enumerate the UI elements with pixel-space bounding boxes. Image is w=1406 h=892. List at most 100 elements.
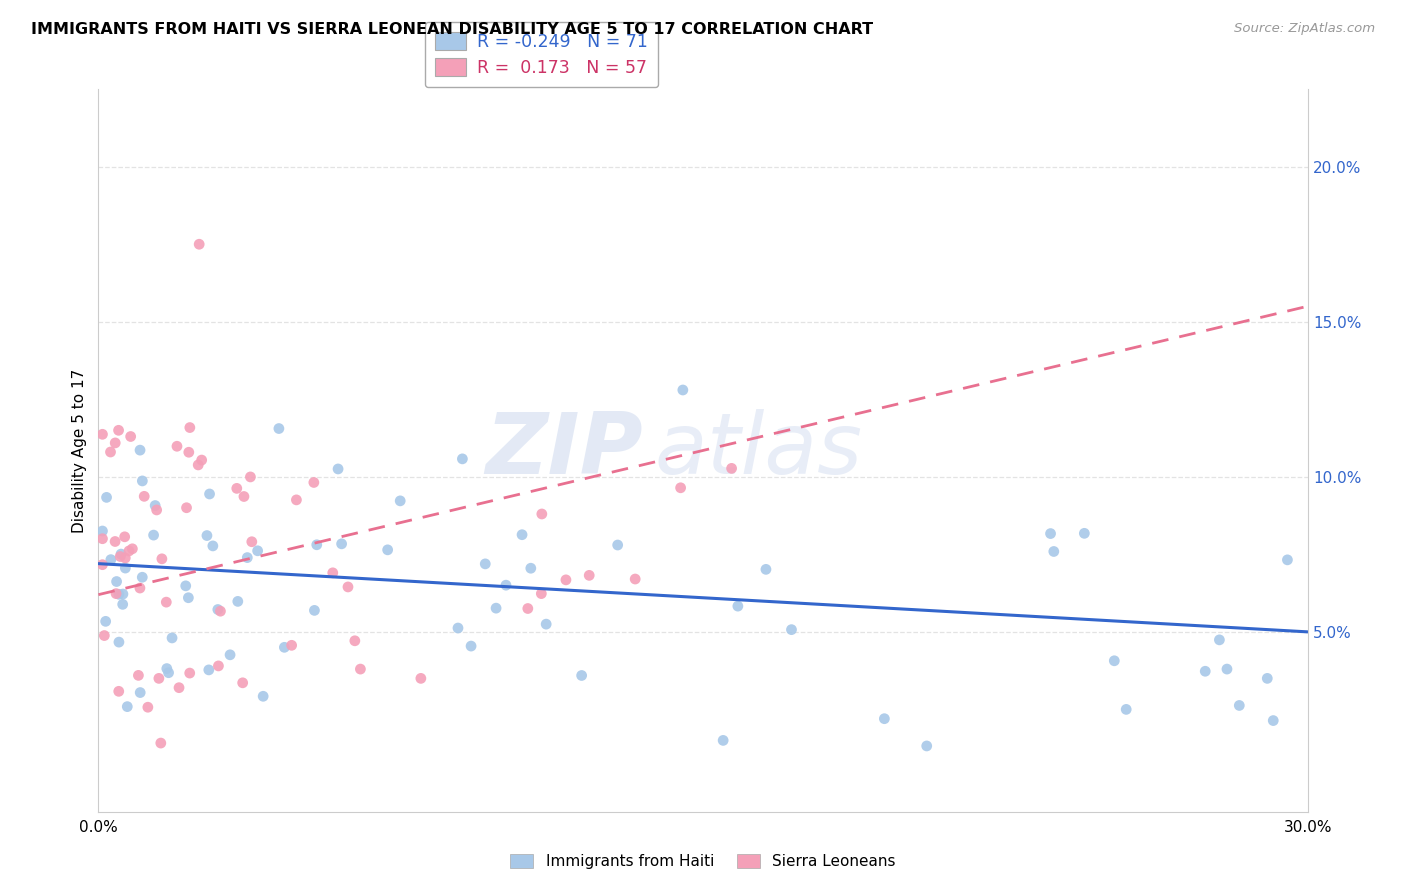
Point (209, 604, 232, 618)
Point (107, 684, 129, 698)
Point (142, 528, 165, 542)
Point (343, 633, 366, 648)
Point (111, 587, 134, 601)
Point (510, 527, 533, 541)
Point (127, 668, 149, 682)
Point (131, 570, 153, 584)
Text: ZIP: ZIP (485, 409, 643, 492)
Point (160, 631, 183, 645)
Point (91, 558, 114, 572)
Point (451, 451, 474, 466)
Point (91, 524, 114, 538)
Point (149, 736, 172, 750)
Point (1073, 526, 1095, 541)
Point (1043, 544, 1066, 558)
Point (780, 623, 803, 637)
Point (105, 587, 128, 601)
Point (236, 550, 259, 565)
Point (190, 453, 212, 467)
Point (104, 534, 127, 549)
Point (150, 551, 173, 566)
Point (727, 599, 749, 614)
Point (495, 578, 517, 592)
Point (198, 487, 221, 501)
Point (96, 491, 118, 505)
Point (94, 615, 117, 629)
Point (1256, 672, 1278, 686)
Point (174, 579, 197, 593)
Point (187, 458, 209, 472)
Point (188, 237, 211, 252)
Point (195, 528, 218, 542)
Point (520, 561, 543, 575)
Point (571, 668, 593, 682)
Point (207, 602, 229, 616)
Point (148, 672, 170, 686)
Point (285, 492, 308, 507)
Point (280, 638, 302, 652)
Point (1216, 662, 1239, 676)
Point (1104, 654, 1126, 668)
Point (555, 573, 578, 587)
Point (302, 475, 325, 490)
Point (273, 640, 295, 655)
Point (233, 490, 256, 504)
Point (711, 733, 734, 747)
Point (534, 617, 557, 632)
Point (107, 423, 129, 437)
Point (117, 699, 139, 714)
Point (110, 549, 132, 564)
Point (179, 420, 201, 434)
Point (176, 500, 198, 515)
Point (108, 587, 131, 601)
Point (232, 675, 254, 690)
Point (1277, 553, 1299, 567)
Point (485, 601, 508, 615)
Point (136, 700, 159, 714)
Point (179, 666, 201, 681)
Point (155, 595, 177, 609)
Point (1208, 632, 1230, 647)
Point (1194, 665, 1216, 679)
Point (100, 445, 122, 459)
Point (105, 574, 128, 589)
Point (104, 436, 127, 450)
Legend: Immigrants from Haiti, Sierra Leoneans: Immigrants from Haiti, Sierra Leoneans (505, 848, 901, 875)
Point (305, 538, 328, 552)
Point (606, 538, 628, 552)
Point (336, 580, 359, 594)
Point (114, 561, 136, 575)
Point (198, 663, 221, 677)
Point (624, 572, 647, 586)
Point (121, 541, 143, 556)
Point (145, 503, 167, 517)
Point (1263, 714, 1285, 728)
Point (157, 665, 180, 680)
Point (240, 534, 263, 549)
Point (100, 552, 122, 566)
Point (915, 739, 938, 753)
Point (156, 662, 179, 676)
Point (322, 566, 344, 580)
Point (377, 542, 399, 557)
Point (239, 470, 262, 484)
Point (108, 635, 131, 649)
Point (134, 489, 156, 503)
Text: atlas: atlas (655, 409, 863, 492)
Point (207, 659, 229, 673)
Point (530, 586, 553, 600)
Point (111, 598, 134, 612)
Point (460, 639, 482, 653)
Point (93, 629, 115, 643)
Point (252, 690, 274, 704)
Point (474, 557, 496, 571)
Point (225, 482, 247, 496)
Point (129, 581, 152, 595)
Point (409, 672, 432, 686)
Point (120, 429, 142, 443)
Point (578, 568, 600, 582)
Point (1115, 702, 1137, 716)
Text: Source: ZipAtlas.com: Source: ZipAtlas.com (1234, 22, 1375, 36)
Point (143, 499, 166, 513)
Point (755, 562, 778, 576)
